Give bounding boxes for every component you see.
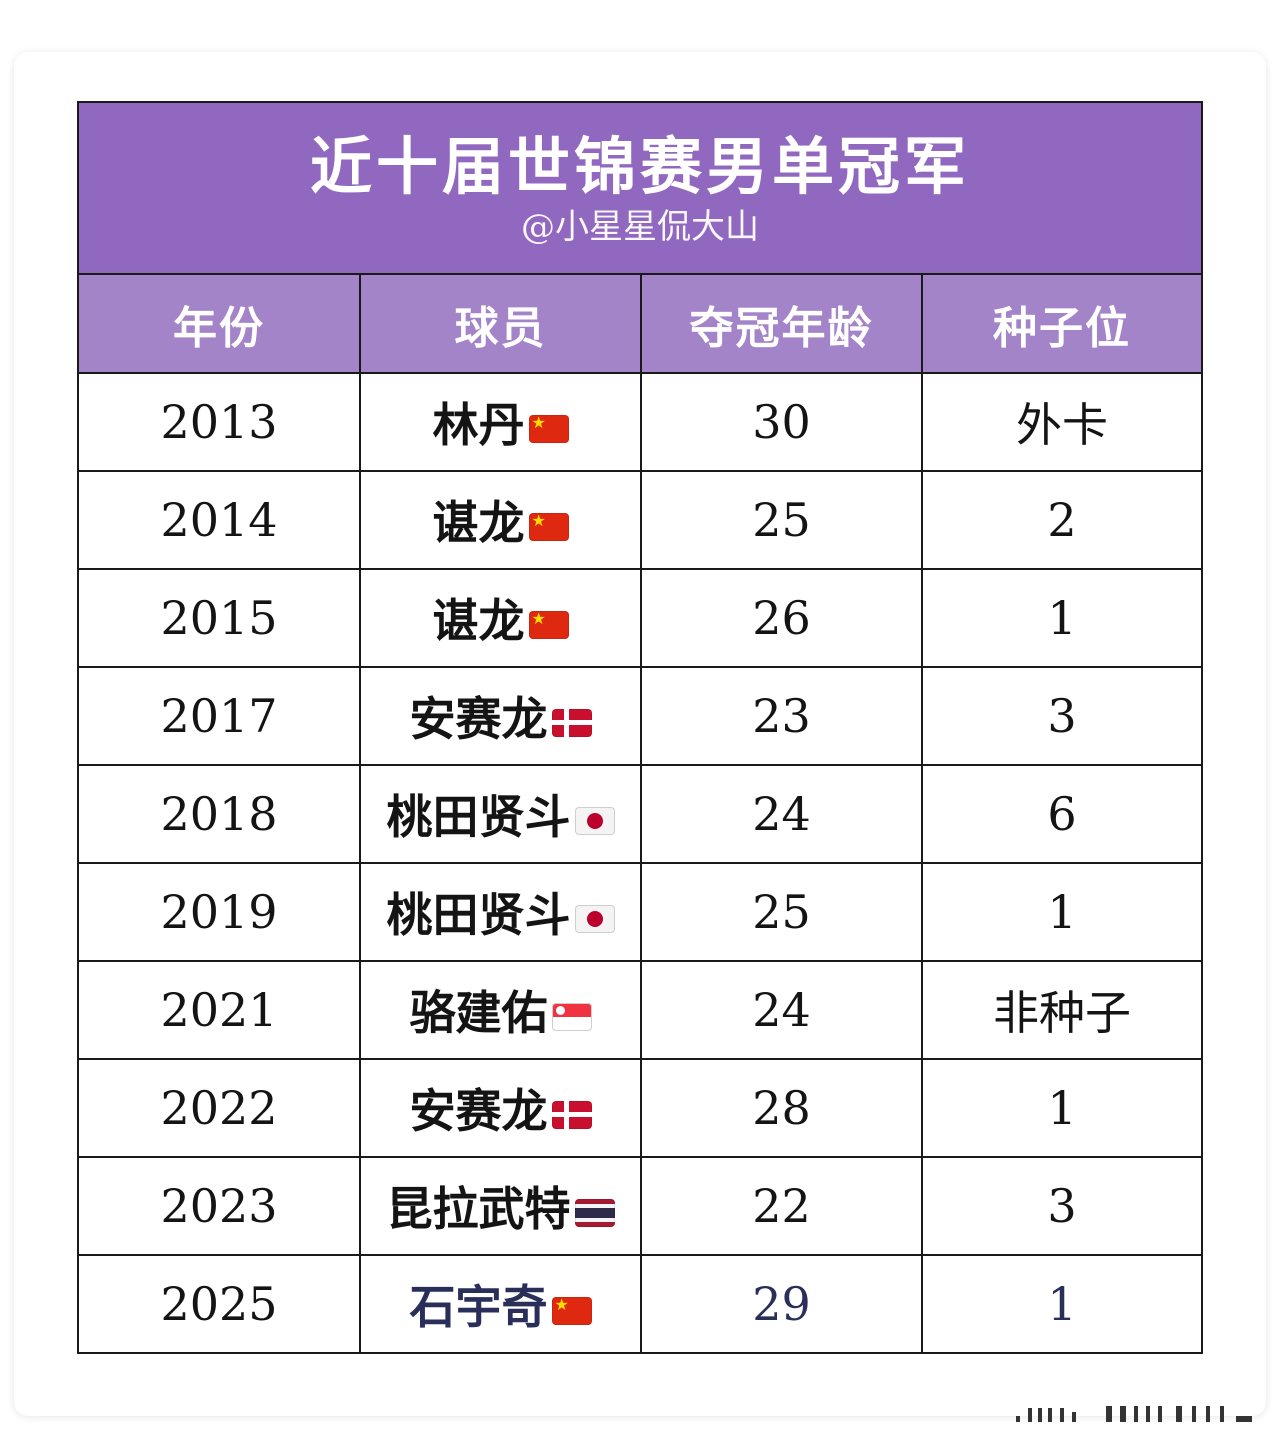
player-cell: 桃田贤斗 xyxy=(360,863,642,962)
year-cell: 2023 xyxy=(79,1157,361,1256)
player-name: 骆建佑 xyxy=(409,986,548,1040)
age-cell: 26 xyxy=(641,569,923,668)
player-name: 谌龙 xyxy=(432,594,525,648)
column-header-age: 夺冠年龄 xyxy=(641,275,923,374)
age-cell: 25 xyxy=(641,471,923,570)
year-cell: 2015 xyxy=(79,569,361,668)
player-name: 石宇奇 xyxy=(409,1280,548,1334)
year-cell: 2013 xyxy=(79,373,361,472)
table-row: 2023 昆拉武特 22 3 xyxy=(79,1157,1201,1256)
seed-cell: 1 xyxy=(922,863,1201,962)
watermark-barcode xyxy=(1016,1400,1252,1424)
table-row: 2017 安赛龙 23 3 xyxy=(79,667,1201,766)
thailand-flag-icon xyxy=(574,1199,615,1227)
seed-cell: 非种子 xyxy=(922,961,1201,1060)
player-cell: 谌龙 xyxy=(360,471,642,570)
japan-flag-icon xyxy=(574,807,615,835)
seed-cell: 3 xyxy=(922,667,1201,766)
table-row: 2015 谌龙 261 xyxy=(79,569,1201,668)
singapore-flag-icon xyxy=(551,1003,592,1031)
denmark-flag-icon xyxy=(551,709,592,737)
table-row: 2018 桃田贤斗 24 6 xyxy=(79,765,1201,864)
year-cell: 2018 xyxy=(79,765,361,864)
champions-table: 年份 球员 夺冠年龄 种子位 2013林丹30外卡2014谌龙2522015谌龙… xyxy=(79,275,1201,1352)
age-cell: 28 xyxy=(641,1059,923,1158)
column-header-player: 球员 xyxy=(360,275,642,374)
player-cell: 昆拉武特 xyxy=(360,1157,642,1256)
column-header-year: 年份 xyxy=(79,275,361,374)
table-row: 2021 骆建佑 24 非种子 xyxy=(79,961,1201,1060)
age-cell: 22 xyxy=(641,1157,923,1256)
player-cell: 安赛龙 xyxy=(360,1059,642,1158)
player-name: 安赛龙 xyxy=(409,692,548,746)
author-handle: @小星星侃大山 xyxy=(521,207,759,247)
player-cell: 林丹 xyxy=(360,373,642,472)
year-cell: 2017 xyxy=(79,667,361,766)
seed-cell: 1 xyxy=(922,1059,1201,1158)
year-cell: 2014 xyxy=(79,471,361,570)
table-row: 2014 谌龙 252 xyxy=(79,471,1201,570)
player-name: 桃田贤斗 xyxy=(386,888,571,942)
seed-cell: 1 xyxy=(1047,1277,1077,1331)
seed-cell: 2 xyxy=(922,471,1201,570)
player-name: 安赛龙 xyxy=(409,1084,548,1138)
table-row: 2025 石宇奇 29 1 xyxy=(79,1255,1201,1352)
player-name: 林丹 xyxy=(432,398,525,452)
china-flag-icon xyxy=(528,415,569,443)
table-row: 2019 桃田贤斗 25 1 xyxy=(79,863,1201,962)
age-cell: 25 xyxy=(641,863,923,962)
year-cell: 2025 xyxy=(79,1255,361,1352)
age-cell: 30 xyxy=(641,373,923,472)
seed-cell: 3 xyxy=(922,1157,1201,1256)
china-flag-icon xyxy=(528,513,569,541)
china-flag-icon xyxy=(528,611,569,639)
page-title: 近十届世锦赛男单冠军 xyxy=(309,130,970,203)
player-cell: 石宇奇 xyxy=(360,1255,642,1352)
china-flag-icon xyxy=(551,1297,592,1325)
player-name: 昆拉武特 xyxy=(386,1182,571,1236)
year-cell: 2019 xyxy=(79,863,361,962)
player-cell: 骆建佑 xyxy=(360,961,642,1060)
column-header-seed: 种子位 xyxy=(922,275,1201,374)
age-cell: 23 xyxy=(641,667,923,766)
age-cell: 24 xyxy=(641,765,923,864)
player-name: 谌龙 xyxy=(432,496,525,550)
year-cell: 2022 xyxy=(79,1059,361,1158)
age-cell: 24 xyxy=(641,961,923,1060)
age-cell: 29 xyxy=(641,1255,923,1352)
year-cell: 2021 xyxy=(79,961,361,1060)
seed-cell: 外卡 xyxy=(922,373,1201,472)
table-header-row: 年份 球员 夺冠年龄 种子位 xyxy=(79,275,1201,374)
seed-cell: 1 xyxy=(922,569,1201,668)
seed-cell: 6 xyxy=(922,765,1201,864)
japan-flag-icon xyxy=(574,905,615,933)
champions-table-card: 近十届世锦赛男单冠军 @小星星侃大山 年份 球员 夺冠年龄 种子位 2013 林丹… xyxy=(77,101,1203,1354)
player-cell: 桃田贤斗 xyxy=(360,765,642,864)
table-row: 2022 安赛龙 28 1 xyxy=(79,1059,1201,1158)
player-cell: 安赛龙 xyxy=(360,667,642,766)
player-name: 桃田贤斗 xyxy=(386,790,571,844)
player-cell: 谌龙 xyxy=(360,569,642,668)
title-banner: 近十届世锦赛男单冠军 @小星星侃大山 xyxy=(79,103,1201,275)
denmark-flag-icon xyxy=(551,1101,592,1129)
